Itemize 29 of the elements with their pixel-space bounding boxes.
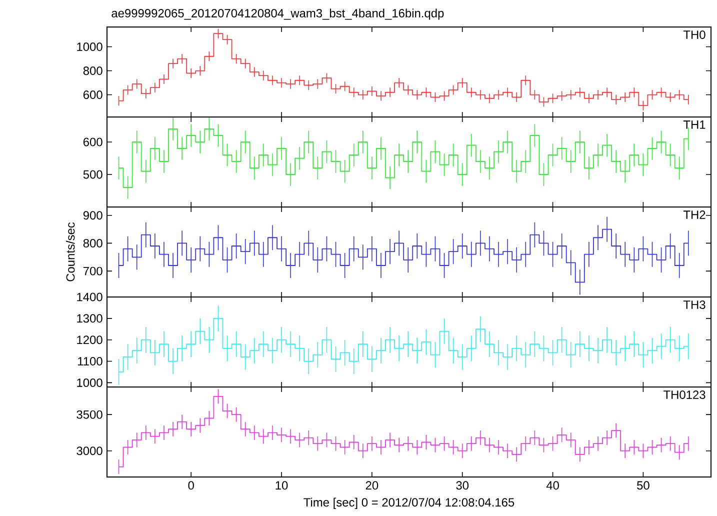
x-tick-label: 30 [456, 481, 469, 490]
y-tick-label: 1000 [77, 42, 102, 52]
y-tick-label: 1100 [78, 357, 102, 366]
series-label: TH1 [683, 120, 706, 129]
y-tick-label: 600 [83, 90, 102, 100]
x-tick-label: 40 [546, 481, 559, 490]
y-tick-label: 800 [83, 66, 102, 76]
y-tick-label: 600 [83, 138, 102, 146]
y-tick-label: 800 [83, 238, 102, 248]
y-tick-label: 1300 [77, 314, 102, 323]
text: TH3 [683, 300, 706, 309]
text: TH0123 [664, 390, 706, 399]
x-tick-label: 20 [366, 481, 378, 490]
y-tick-label: 3500 [76, 410, 102, 419]
y-tick-label: 500 [83, 170, 102, 179]
x-tick-label: 10 [276, 481, 288, 490]
chart-title: ae999992065_20120704120804_wam3_bst_4band_16bin.qdp [112, 8, 444, 20]
y-tick-label: 700 [83, 266, 102, 276]
x-tick-label: 0 [188, 481, 194, 490]
y-tick-label: 1400 [77, 292, 102, 302]
text: TH0 [683, 30, 706, 39]
y-tick-label: 3000 [76, 446, 102, 456]
y-tick-label: 1000 [77, 378, 102, 387]
text: TH2 [683, 210, 706, 219]
y-tick-label: 900 [83, 211, 102, 220]
x-axis-title: Time [sec] 0 = 2012/07/04 12:08:04.165 [304, 498, 514, 509]
y-axis-title: Counts/sec [66, 222, 75, 282]
x-tick-label: 50 [637, 481, 650, 490]
y-tick-label: 1200 [77, 336, 102, 344]
